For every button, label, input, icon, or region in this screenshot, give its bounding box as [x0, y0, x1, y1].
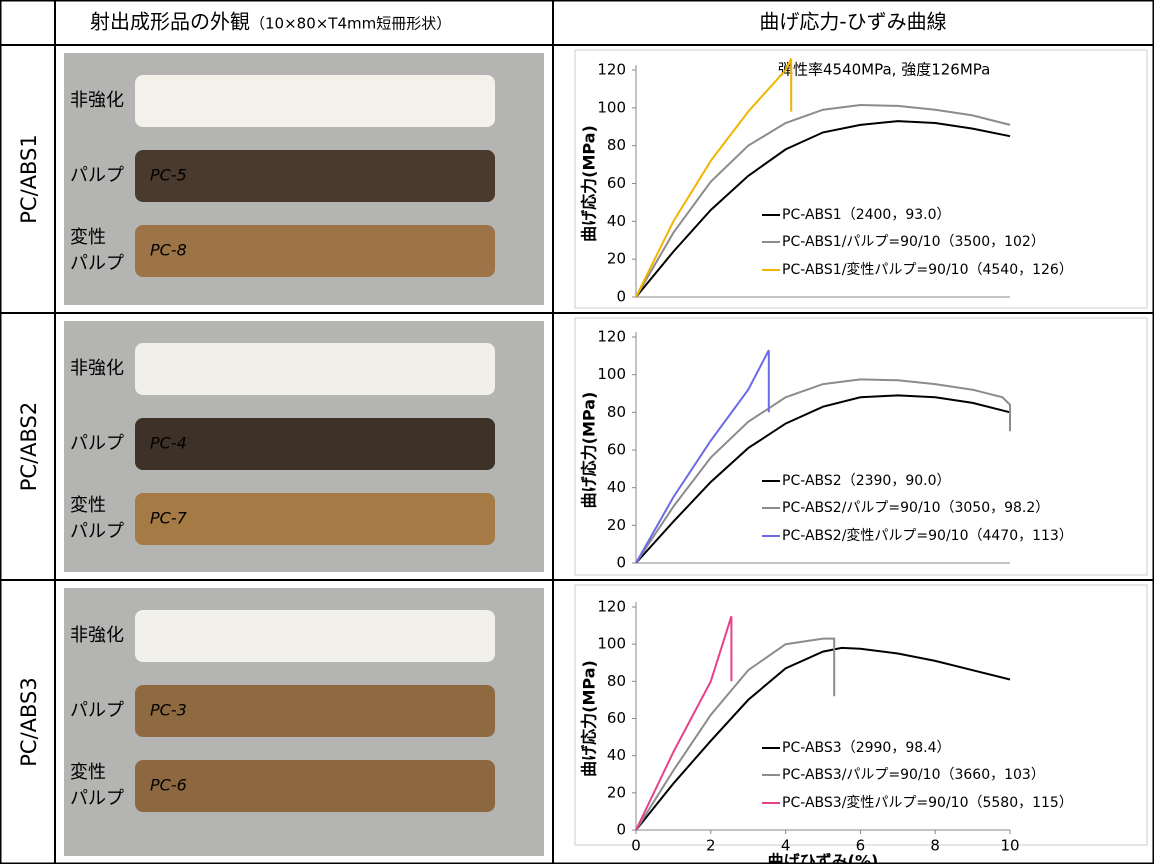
y-tick-label: 100 — [597, 98, 626, 116]
sample-bar — [135, 610, 495, 662]
series-line — [635, 615, 733, 831]
photo-label: パルプ — [70, 165, 124, 186]
series-line — [635, 103, 1011, 298]
series-line — [635, 646, 1011, 831]
photo-label: パルプ — [70, 700, 124, 721]
sample-bar — [135, 225, 495, 277]
annotation: 弾性率4540MPa, 強度126MPa — [778, 61, 990, 79]
x-tick-label: 8 — [930, 837, 940, 855]
series-line — [635, 349, 770, 564]
legend-entry: PC-ABS2/パルプ=90/10（3050，98.2） — [782, 500, 1049, 516]
y-tick-label: 120 — [597, 598, 626, 616]
y-tick-label: 0 — [616, 821, 626, 839]
sample-bar — [135, 685, 495, 737]
chart-frame — [574, 49, 1148, 309]
y-tick-label: 80 — [607, 672, 626, 690]
sample-id: PC-3 — [150, 701, 187, 720]
y-tick-label: 40 — [607, 478, 626, 496]
y-tick-label: 120 — [597, 328, 626, 346]
legend-entry: PC-ABS1/パルプ=90/10（3500，102） — [782, 234, 1045, 250]
series-line — [635, 120, 1011, 298]
photo-label: 変性 — [70, 762, 106, 783]
y-tick-label: 60 — [607, 709, 626, 727]
y-tick-label: 0 — [616, 554, 626, 572]
y-tick-label: 40 — [607, 212, 626, 230]
series-line — [635, 637, 836, 831]
header-right: 曲げ応力-ひずみ曲線 — [759, 10, 946, 34]
header-left: 射出成形品の外観 — [90, 10, 250, 34]
y-tick-label: 100 — [597, 365, 626, 383]
photo-label: パルプ — [70, 521, 124, 542]
series-line — [635, 394, 1011, 564]
photo-label: 非強化 — [70, 90, 124, 111]
sample-bar — [135, 150, 495, 202]
row-label: PC/ABS2 — [17, 402, 41, 492]
y-tick-label: 40 — [607, 746, 626, 764]
sample-id: PC-6 — [150, 776, 187, 795]
legend-entry: PC-ABS1/変性パルプ=90/10（4540，126） — [782, 261, 1073, 278]
legend-entry: PC-ABS3/パルプ=90/10（3660，103） — [782, 767, 1045, 783]
sample-id: PC-8 — [150, 241, 187, 260]
chart-frame — [574, 584, 1148, 846]
photo-label: 変性 — [70, 227, 106, 248]
y-tick-label: 20 — [607, 516, 626, 534]
legend-entry: PC-ABS3（2990，98.4） — [782, 740, 951, 756]
x-tick-label: 0 — [631, 837, 641, 855]
y-axis-label: 曲げ応力(MPa) — [580, 392, 599, 509]
series-line — [635, 58, 793, 298]
photo-label: パルプ — [70, 433, 124, 454]
sample-id: PC-5 — [150, 166, 187, 185]
y-tick-label: 80 — [607, 136, 626, 154]
photo-label: 非強化 — [70, 358, 124, 379]
y-tick-label: 20 — [607, 783, 626, 801]
x-tick-label: 2 — [706, 837, 716, 855]
legend-entry: PC-ABS1（2400，93.0） — [782, 207, 951, 223]
sample-bar — [135, 493, 495, 545]
y-tick-label: 60 — [607, 441, 626, 459]
sample-bar — [135, 760, 495, 812]
y-axis-label: 曲げ応力(MPa) — [580, 660, 599, 777]
photo-label: パルプ — [70, 788, 124, 809]
x-tick-label: 4 — [781, 837, 791, 855]
y-tick-label: 120 — [597, 61, 626, 79]
x-tick-label: 6 — [856, 837, 866, 855]
y-tick-label: 100 — [597, 635, 626, 653]
y-tick-label: 0 — [616, 288, 626, 306]
photo-label: 非強化 — [70, 625, 124, 646]
y-axis-label: 曲げ応力(MPa) — [580, 125, 599, 242]
series-line — [635, 378, 1011, 564]
y-tick-label: 60 — [607, 174, 626, 192]
row-label: PC/ABS3 — [17, 677, 41, 767]
chart-frame — [574, 317, 1148, 576]
sample-bar — [135, 343, 495, 395]
photo-label: 変性 — [70, 495, 106, 516]
y-tick-label: 20 — [607, 250, 626, 268]
legend-entry: PC-ABS2/変性パルプ=90/10（4470，113） — [782, 527, 1073, 544]
row-label: PC/ABS1 — [17, 134, 41, 224]
sample-bar — [135, 75, 495, 127]
x-axis-label: 曲げひずみ(%) — [768, 852, 879, 864]
sample-id: PC-7 — [150, 509, 188, 528]
photo-label: パルプ — [70, 253, 124, 274]
legend-entry: PC-ABS2（2390，90.0） — [782, 473, 951, 489]
header-left-note: （10×80×T4mm短冊形状） — [250, 15, 451, 33]
sample-id: PC-4 — [150, 434, 187, 453]
x-tick-label: 10 — [1000, 837, 1019, 855]
y-tick-label: 80 — [607, 403, 626, 421]
sample-bar — [135, 418, 495, 470]
legend-entry: PC-ABS3/変性パルプ=90/10（5580，115） — [782, 794, 1073, 811]
